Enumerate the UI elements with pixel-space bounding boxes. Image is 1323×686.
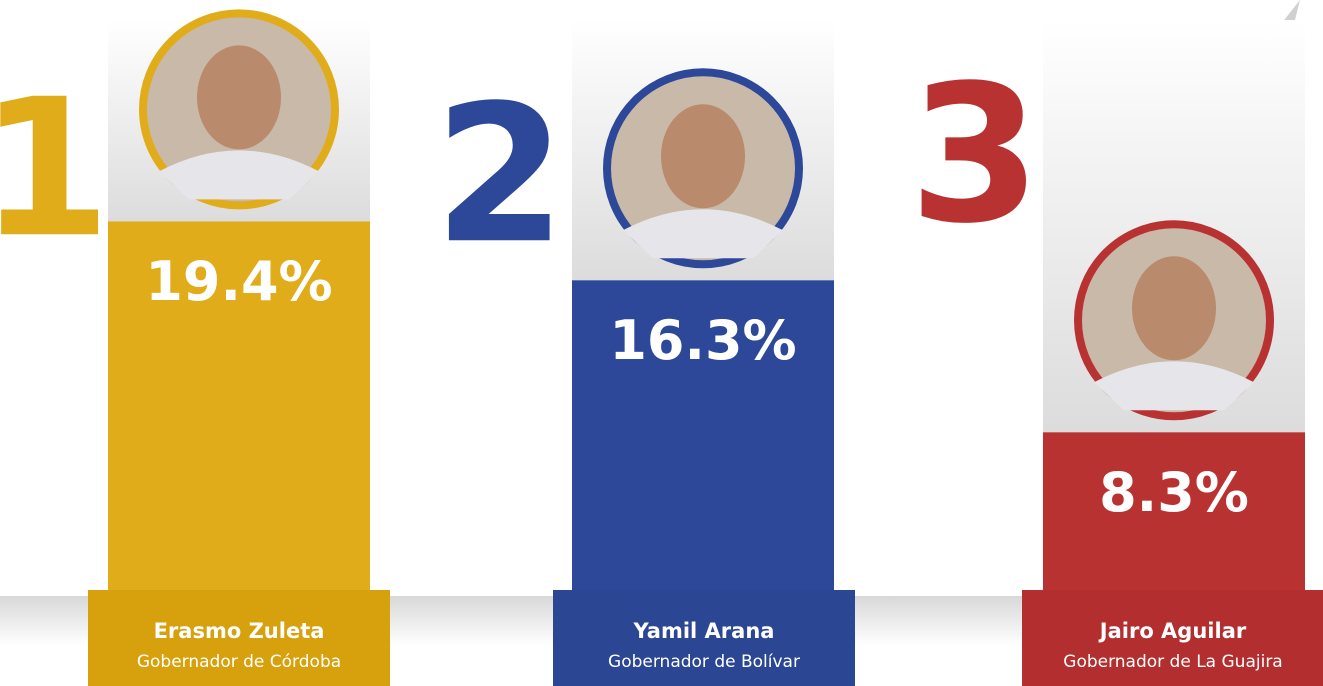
rank: 2 <box>434 64 566 285</box>
value-label: 8.3% <box>1099 461 1249 524</box>
rank: 3 <box>909 44 1041 265</box>
candidate-role: Gobernador de Bolívar <box>608 652 800 672</box>
candidate-role: Gobernador de Córdoba <box>137 652 341 672</box>
photo-head <box>197 45 281 149</box>
candidate-name: Yamil Arana <box>633 619 775 643</box>
photo-head <box>1132 256 1216 360</box>
rank: 1 <box>0 58 111 279</box>
chart: 19.4% 1 Erasmo Zuleta Gobernador de Córdoba… <box>0 0 1323 686</box>
candidate-role: Gobernador de La Guajira <box>1063 652 1282 672</box>
value-label: 16.3% <box>609 309 796 372</box>
candidate-name: Jairo Aguilar <box>1098 619 1247 643</box>
photo-head <box>661 104 745 208</box>
value-label: 19.4% <box>145 250 332 313</box>
candidate-name: Erasmo Zuleta <box>154 619 325 643</box>
